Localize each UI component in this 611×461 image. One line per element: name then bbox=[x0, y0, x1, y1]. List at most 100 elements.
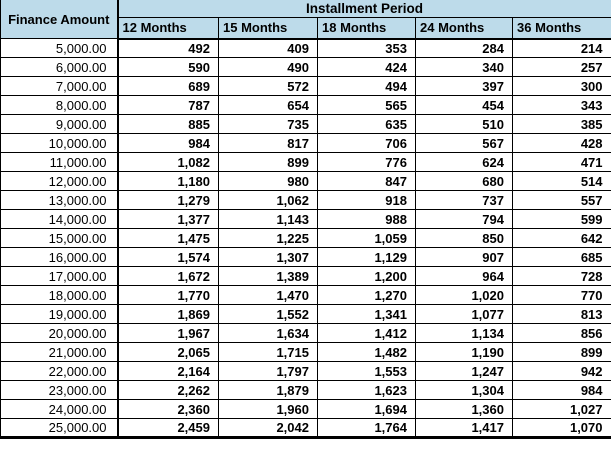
installment-value-cell: 514 bbox=[511, 171, 611, 191]
installment-value-cell: 1,304 bbox=[415, 380, 513, 400]
installment-value-cell: 918 bbox=[317, 190, 416, 210]
installment-value-cell: 1,482 bbox=[317, 342, 416, 362]
finance-amount-cell: 24,000.00 bbox=[0, 399, 119, 419]
installment-value-cell: 770 bbox=[511, 285, 611, 305]
finance-amount-cell: 10,000.00 bbox=[0, 133, 119, 153]
installment-value-cell: 1,869 bbox=[117, 304, 219, 324]
installment-value-cell: 1,960 bbox=[218, 399, 318, 419]
installment-value-cell: 1,552 bbox=[218, 304, 318, 324]
installment-value-cell: 689 bbox=[117, 76, 219, 96]
installment-value-cell: 735 bbox=[218, 114, 318, 134]
installment-value-cell: 1,059 bbox=[317, 228, 416, 248]
installment-value-cell: 1,307 bbox=[218, 247, 318, 267]
installment-value-cell: 980 bbox=[218, 171, 318, 191]
installment-value-cell: 385 bbox=[511, 114, 611, 134]
installment-value-cell: 1,797 bbox=[218, 361, 318, 381]
finance-amount-cell: 9,000.00 bbox=[0, 114, 119, 134]
installment-table: Finance Amount Installment Period 12 Mon… bbox=[0, 0, 611, 439]
installment-value-cell: 1,027 bbox=[511, 399, 611, 419]
installment-value-cell: 1,360 bbox=[415, 399, 513, 419]
installment-value-cell: 510 bbox=[415, 114, 513, 134]
installment-value-cell: 572 bbox=[218, 76, 318, 96]
installment-value-cell: 471 bbox=[511, 152, 611, 172]
installment-value-cell: 728 bbox=[511, 266, 611, 286]
installment-value-cell: 557 bbox=[511, 190, 611, 210]
installment-value-cell: 1,764 bbox=[317, 418, 416, 438]
installment-value-cell: 565 bbox=[317, 95, 416, 115]
installment-value-cell: 988 bbox=[317, 209, 416, 229]
installment-value-cell: 1,879 bbox=[218, 380, 318, 400]
installment-value-cell: 284 bbox=[415, 38, 513, 58]
finance-amount-cell: 5,000.00 bbox=[0, 38, 119, 58]
table-row: 10,000.00 984 817 706 567 428 bbox=[0, 133, 611, 153]
installment-value-cell: 2,262 bbox=[117, 380, 219, 400]
installment-value-cell: 635 bbox=[317, 114, 416, 134]
installment-value-cell: 1,020 bbox=[415, 285, 513, 305]
installment-value-cell: 624 bbox=[415, 152, 513, 172]
installment-value-cell: 1,143 bbox=[218, 209, 318, 229]
installment-value-cell: 1,967 bbox=[117, 323, 219, 343]
installment-value-cell: 847 bbox=[317, 171, 416, 191]
table-row: 6,000.00 590 490 424 340 257 bbox=[0, 57, 611, 77]
installment-value-cell: 885 bbox=[117, 114, 219, 134]
installment-value-cell: 343 bbox=[511, 95, 611, 115]
installment-value-cell: 1,070 bbox=[511, 418, 611, 438]
table-row: 5,000.00 492 409 353 284 214 bbox=[0, 38, 611, 58]
group-header-row: Finance Amount Installment Period bbox=[0, 0, 611, 39]
installment-value-cell: 1,574 bbox=[117, 247, 219, 267]
table-row: 24,000.00 2,360 1,960 1,694 1,360 1,027 bbox=[0, 399, 611, 419]
installment-value-cell: 2,164 bbox=[117, 361, 219, 381]
installment-value-cell: 567 bbox=[415, 133, 513, 153]
installment-value-cell: 1,412 bbox=[317, 323, 416, 343]
period-header-cell: 18 Months bbox=[317, 17, 416, 40]
installment-value-cell: 1,279 bbox=[117, 190, 219, 210]
installment-value-cell: 1,225 bbox=[218, 228, 318, 248]
installment-value-cell: 964 bbox=[415, 266, 513, 286]
installment-value-cell: 1,553 bbox=[317, 361, 416, 381]
table-header: Finance Amount Installment Period 12 Mon… bbox=[0, 0, 611, 40]
installment-value-cell: 2,459 bbox=[117, 418, 219, 438]
installment-value-cell: 907 bbox=[415, 247, 513, 267]
table-row: 23,000.00 2,262 1,879 1,623 1,304 984 bbox=[0, 380, 611, 400]
installment-value-cell: 1,634 bbox=[218, 323, 318, 343]
installment-value-cell: 1,190 bbox=[415, 342, 513, 362]
installment-value-cell: 1,247 bbox=[415, 361, 513, 381]
installment-value-cell: 737 bbox=[415, 190, 513, 210]
installment-value-cell: 776 bbox=[317, 152, 416, 172]
installment-value-cell: 428 bbox=[511, 133, 611, 153]
installment-value-cell: 685 bbox=[511, 247, 611, 267]
table-row: 18,000.00 1,770 1,470 1,270 1,020 770 bbox=[0, 285, 611, 305]
finance-amount-cell: 21,000.00 bbox=[0, 342, 119, 362]
installment-value-cell: 353 bbox=[317, 38, 416, 58]
installment-value-cell: 490 bbox=[218, 57, 318, 77]
installment-value-cell: 680 bbox=[415, 171, 513, 191]
period-header-cell: 36 Months bbox=[511, 17, 611, 40]
installment-value-cell: 2,042 bbox=[218, 418, 318, 438]
installment-value-cell: 409 bbox=[218, 38, 318, 58]
installment-value-cell: 1,694 bbox=[317, 399, 416, 419]
installment-value-cell: 1,200 bbox=[317, 266, 416, 286]
installment-value-cell: 1,475 bbox=[117, 228, 219, 248]
table-row: 14,000.00 1,377 1,143 988 794 599 bbox=[0, 209, 611, 229]
installment-period-header: Installment Period bbox=[116, 0, 611, 18]
installment-value-cell: 1,180 bbox=[117, 171, 219, 191]
installment-value-cell: 257 bbox=[511, 57, 611, 77]
finance-amount-cell: 25,000.00 bbox=[0, 418, 119, 438]
installment-value-cell: 492 bbox=[117, 38, 219, 58]
installment-value-cell: 494 bbox=[317, 76, 416, 96]
installment-value-cell: 1,417 bbox=[415, 418, 513, 438]
table-row: 20,000.00 1,967 1,634 1,412 1,134 856 bbox=[0, 323, 611, 343]
installment-value-cell: 899 bbox=[218, 152, 318, 172]
installment-value-cell: 642 bbox=[511, 228, 611, 248]
finance-amount-cell: 8,000.00 bbox=[0, 95, 119, 115]
installment-value-cell: 817 bbox=[218, 133, 318, 153]
installment-value-cell: 300 bbox=[511, 76, 611, 96]
installment-value-cell: 787 bbox=[117, 95, 219, 115]
finance-amount-cell: 13,000.00 bbox=[0, 190, 119, 210]
installment-value-cell: 454 bbox=[415, 95, 513, 115]
finance-amount-cell: 22,000.00 bbox=[0, 361, 119, 381]
table-body: 5,000.00 492 409 353 284 214 6,000.00 590 490 424… bbox=[0, 38, 611, 438]
installment-value-cell: 899 bbox=[511, 342, 611, 362]
finance-amount-cell: 14,000.00 bbox=[0, 209, 119, 229]
installment-value-cell: 424 bbox=[317, 57, 416, 77]
